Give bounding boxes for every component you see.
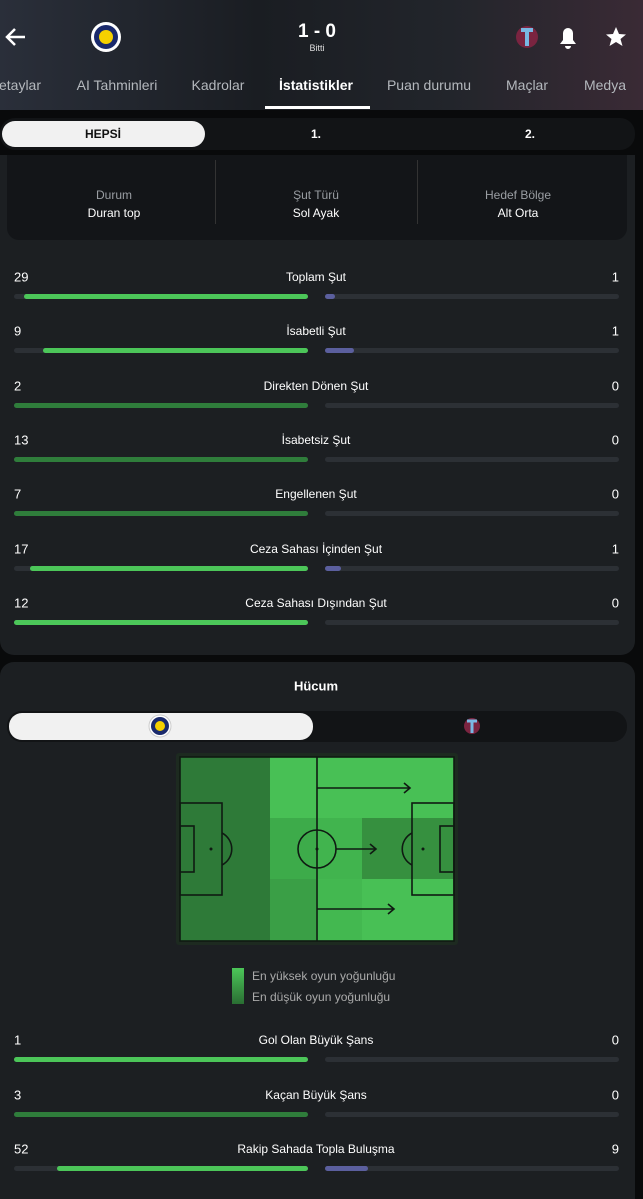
home-value: 13 — [14, 432, 29, 448]
away-bar — [325, 565, 342, 571]
home-bar — [14, 619, 308, 625]
active-tab-underline — [265, 106, 370, 109]
away-value: 1 — [611, 541, 619, 556]
home-value: 3 — [14, 1087, 22, 1102]
home-bar — [43, 348, 308, 354]
away-track — [325, 348, 619, 354]
home-logo[interactable] — [91, 22, 121, 52]
header-icons — [5, 22, 626, 52]
home-bar — [14, 511, 308, 517]
divider — [417, 160, 418, 224]
away-value: 1 — [611, 323, 619, 339]
legend-high: En yüksek oyun yoğunluğu — [252, 969, 396, 983]
tab[interactable]: Maçlar — [505, 77, 549, 93]
tab[interactable]: Puan durumu — [386, 77, 472, 93]
period-tab[interactable]: 1. — [310, 127, 322, 141]
divider — [215, 160, 216, 224]
home-value: 29 — [14, 269, 29, 285]
stat-label: Engellenen Şut — [275, 487, 357, 502]
away-value: 0 — [611, 378, 619, 394]
period-tab[interactable]: HEPSİ — [84, 127, 122, 141]
home-bar — [14, 456, 308, 462]
away-bar — [325, 1166, 369, 1171]
home-bar — [30, 565, 308, 571]
detail-label: Şut Türü — [293, 188, 339, 202]
away-value: 0 — [611, 595, 619, 611]
stat-label: Kaçan Büyük Şans — [265, 1087, 367, 1102]
home-value: 17 — [14, 541, 29, 556]
stat-label: Toplam Şut — [285, 270, 347, 284]
period-tab[interactable]: 2. — [524, 127, 536, 141]
away-track — [325, 619, 619, 625]
away-track — [325, 565, 619, 571]
period-active — [2, 121, 205, 147]
home-value: 9 — [14, 323, 22, 339]
away-track — [325, 456, 619, 462]
away-track — [325, 1166, 619, 1171]
home-bar — [14, 402, 308, 408]
away-value: 0 — [611, 486, 619, 502]
away-track — [325, 402, 619, 408]
away-bar — [325, 294, 335, 299]
legend-scale — [232, 968, 244, 1004]
tab[interactable]: İstatistikler — [279, 77, 353, 93]
detail-value: Duran top — [87, 206, 141, 220]
star-icon[interactable] — [606, 27, 626, 46]
stat-label: Direkten Dönen Şut — [263, 378, 369, 393]
legend-low: En düşük oyun yoğunluğu — [252, 990, 391, 1004]
bell-icon[interactable] — [560, 28, 576, 49]
away-value: 0 — [611, 1087, 619, 1102]
stat-label: Ceza Sahası Dışından Şut — [245, 595, 387, 610]
away-bar — [325, 348, 355, 354]
detail-value: Sol Ayak — [292, 206, 340, 220]
stat-label: İsabetli Şut — [286, 324, 346, 339]
away-track — [325, 294, 619, 299]
section-title: Hücum — [293, 678, 339, 694]
detail-label: Hedef Bölge — [484, 188, 552, 202]
home-bar — [23, 294, 308, 299]
stat-label: İsabetsiz Şut — [281, 432, 351, 447]
home-bar — [57, 1166, 308, 1171]
header — [0, 0, 643, 110]
home-value: 12 — [14, 595, 29, 611]
shot-detail — [7, 155, 627, 240]
home-value: 2 — [14, 378, 22, 394]
detail-value: Alt Orta — [497, 206, 539, 220]
home-bar — [14, 1111, 308, 1117]
away-track — [325, 1057, 619, 1062]
score: 1 - 0 — [297, 21, 337, 42]
away-value: 1 — [611, 269, 619, 285]
tab[interactable]: etaylar — [0, 77, 42, 93]
away-value: 0 — [611, 432, 619, 448]
stat-label: Gol Olan Büyük Şans — [258, 1033, 374, 1047]
home-bar — [14, 1057, 308, 1062]
away-track — [325, 511, 619, 517]
away-track — [325, 1111, 619, 1117]
team-logos — [148, 714, 480, 738]
away-value: 9 — [611, 1141, 619, 1157]
back-icon[interactable] — [5, 28, 25, 46]
status: Bitti — [309, 43, 325, 53]
home-value: 52 — [14, 1141, 29, 1157]
heatmap — [176, 753, 458, 945]
tab[interactable]: AI Tahminleri — [76, 77, 158, 93]
away-logo[interactable] — [516, 26, 538, 48]
stat-label: Rakip Sahada Topla Buluşma — [237, 1142, 395, 1156]
detail-label: Durum — [95, 188, 133, 202]
tab[interactable]: Kadrolar — [191, 77, 245, 93]
away-value: 0 — [611, 1032, 619, 1048]
stat-label: Ceza Sahası İçinden Şut — [249, 541, 383, 556]
tab[interactable]: Medya — [583, 77, 627, 93]
home-value: 7 — [14, 486, 22, 502]
home-value: 1 — [14, 1032, 22, 1048]
